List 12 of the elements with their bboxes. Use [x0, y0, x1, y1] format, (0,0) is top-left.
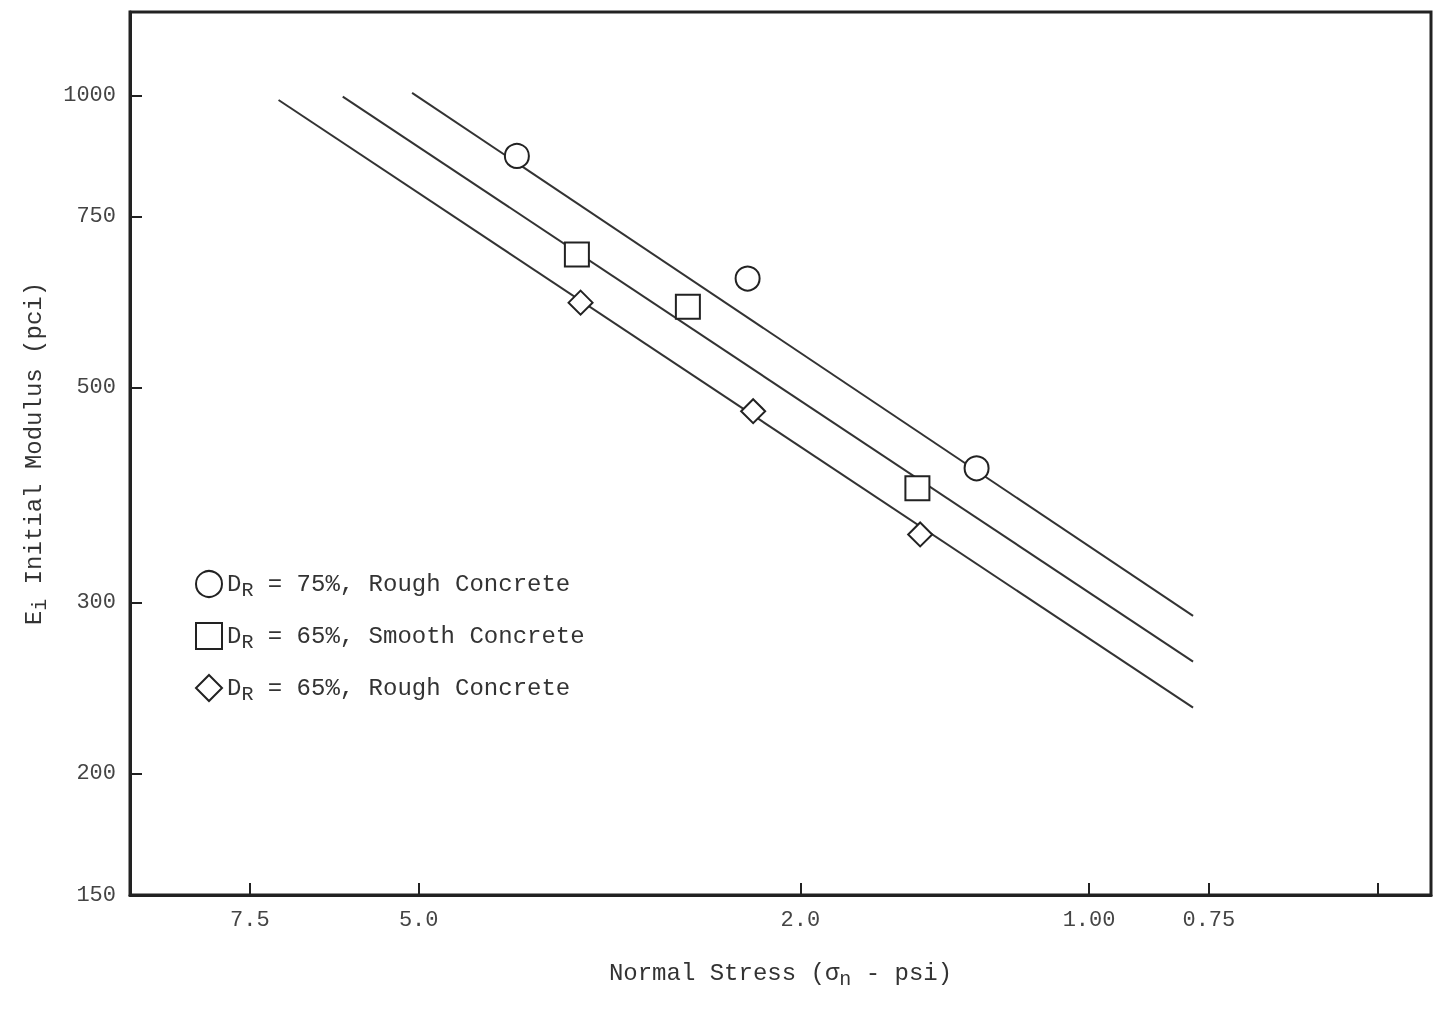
y-tick-label: 150 — [76, 882, 116, 908]
y-tick-label: 750 — [76, 204, 116, 230]
y-tick-label: 300 — [76, 590, 116, 616]
x-tick-label: 1.00 — [1062, 907, 1116, 933]
y-tick-label: 1000 — [63, 83, 116, 109]
y-tick-label: 200 — [76, 761, 116, 787]
x-tick-label: 5.0 — [398, 907, 439, 933]
x-tick-label: 7.5 — [230, 907, 270, 933]
y-axis-title: Ei Initial Modulus (pci) — [20, 281, 52, 626]
y-tick-label: 500 — [76, 375, 116, 401]
x-tick-label: 2.0 — [780, 907, 821, 933]
x-tick-label: 0.75 — [1182, 907, 1236, 933]
